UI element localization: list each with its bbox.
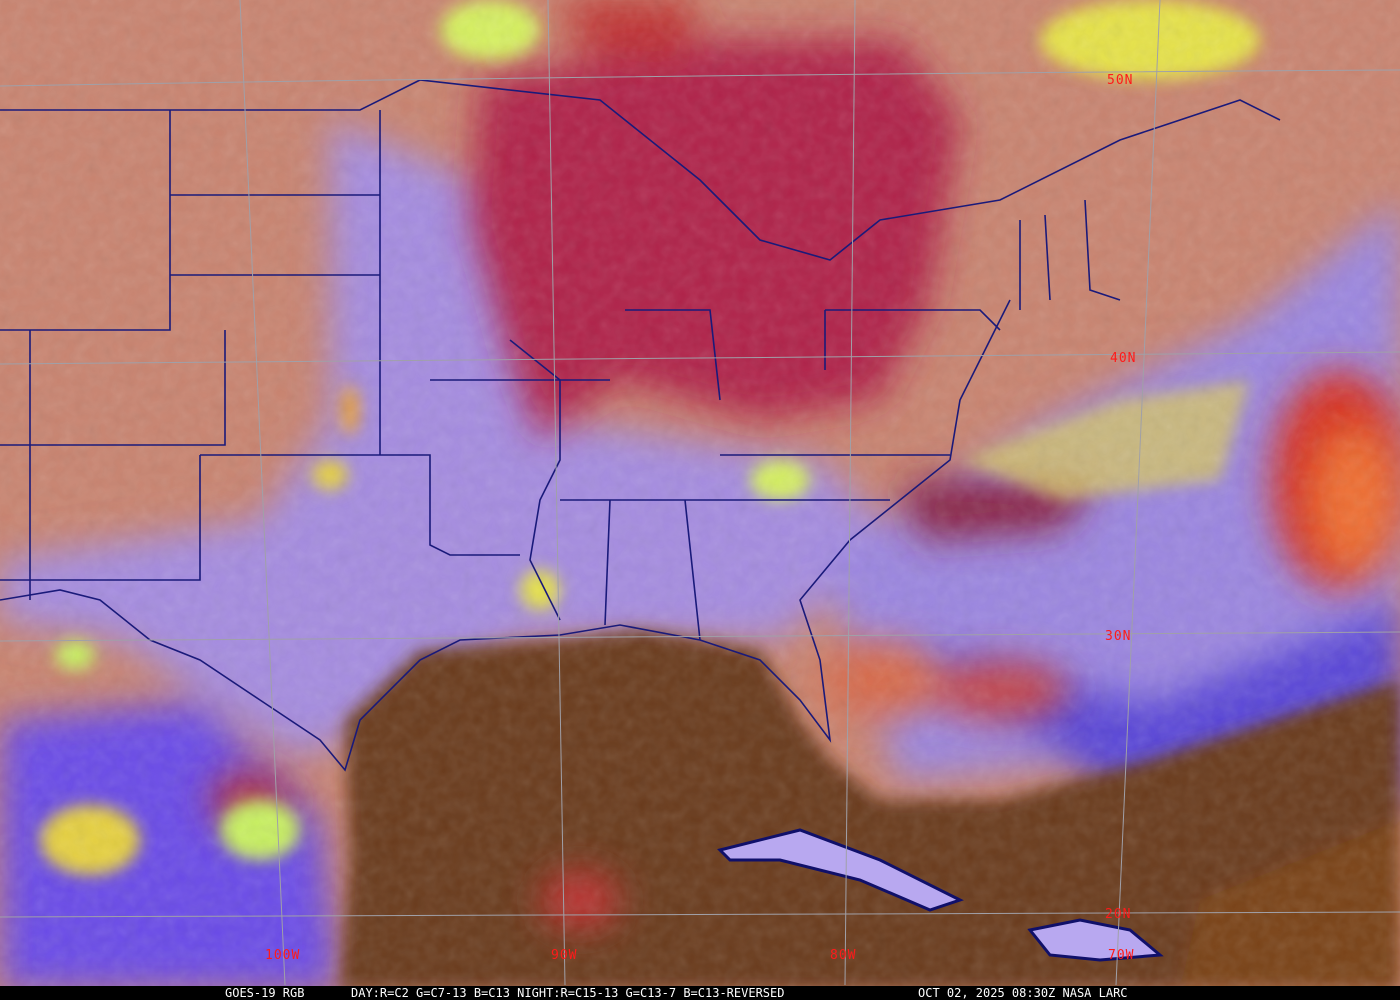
lat-label-20n: 20N — [1105, 907, 1132, 922]
satellite-name: GOES-19 RGB — [225, 986, 305, 1000]
islands — [717, 828, 1164, 962]
lon-label-100w: 100W — [265, 948, 301, 963]
political-borders — [0, 79, 1281, 772]
lon-label-80w: 80W — [830, 948, 857, 963]
lat-label-50n: 50N — [1107, 73, 1134, 88]
lat-label-40n: 40N — [1110, 351, 1137, 366]
timestamp: OCT 02, 2025 08:30Z NASA LARC — [918, 986, 1128, 1000]
product-description: DAY:R=C2 G=C7-13 B=C13 NIGHT:R=C15-13 G=… — [351, 986, 785, 1000]
lon-label-90w: 90W — [551, 948, 578, 963]
lon-label-70w: 70W — [1108, 948, 1135, 963]
lat-label-30n: 30N — [1105, 629, 1132, 644]
image-caption-bar: GOES-19 RGB DAY:R=C2 G=C7-13 B=C13 NIGHT… — [0, 986, 1400, 1000]
